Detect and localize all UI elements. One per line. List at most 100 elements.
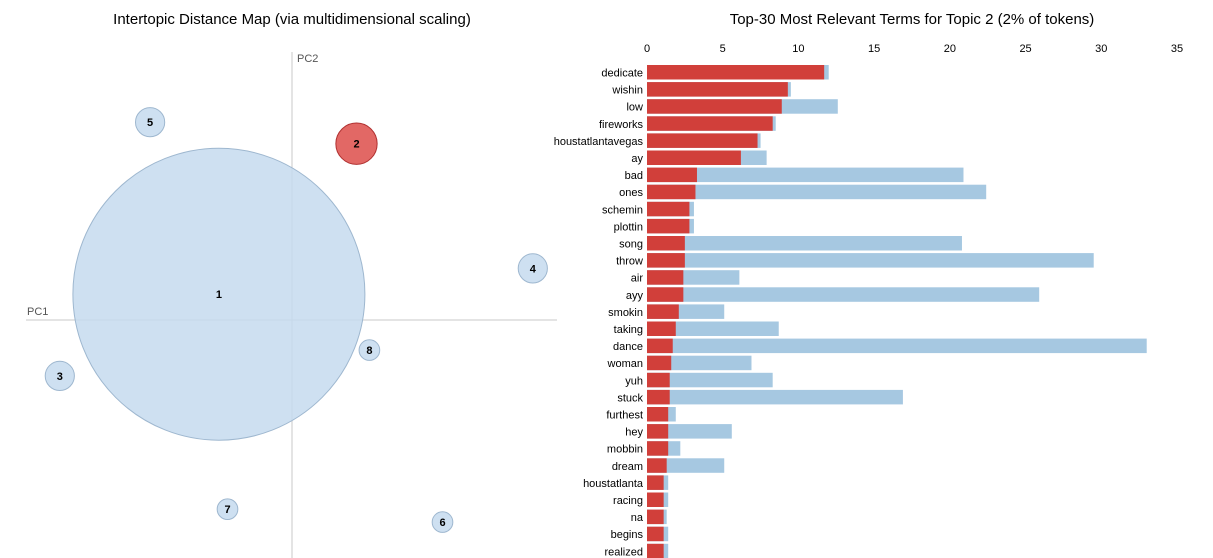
x-axis-ticks: 0 5 10 15 20 25 30 35 <box>644 43 1183 55</box>
x-tick-label: 25 <box>1019 43 1031 55</box>
topic-frequency-bar[interactable] <box>647 218 690 234</box>
term-label[interactable]: woman <box>607 358 643 370</box>
term-label[interactable]: wishin <box>611 85 643 97</box>
term-label[interactable]: stuck <box>617 392 643 404</box>
topic-frequency-bar[interactable] <box>647 338 673 354</box>
term-label[interactable]: houstatlanta <box>583 478 644 490</box>
topic-frequency-bar[interactable] <box>647 82 788 97</box>
pc2-axis-label: PC2 <box>297 53 318 65</box>
topic-frequency-bar[interactable] <box>647 253 685 268</box>
term-label[interactable]: low <box>626 102 643 114</box>
term-label[interactable]: plottin <box>614 221 643 233</box>
overall-frequency-bar[interactable] <box>647 184 987 200</box>
term-label[interactable]: na <box>631 512 644 524</box>
term-label[interactable]: throw <box>616 256 643 268</box>
term-label[interactable]: begins <box>611 529 644 541</box>
term-label[interactable]: dream <box>612 461 643 473</box>
topic-frequency-bar[interactable] <box>647 116 773 131</box>
x-tick-label: 10 <box>792 43 804 55</box>
term-label[interactable]: mobbin <box>607 444 643 456</box>
term-label[interactable]: dedicate <box>601 68 643 80</box>
overall-frequency-bar[interactable] <box>647 338 1147 354</box>
term-label[interactable]: racing <box>613 495 643 507</box>
term-label[interactable]: song <box>619 239 643 251</box>
topic-frequency-bar[interactable] <box>647 372 670 388</box>
topic-bubble-8[interactable] <box>358 339 381 361</box>
topic-bubble-7[interactable] <box>216 498 239 521</box>
overall-frequency-bar[interactable] <box>647 389 903 405</box>
x-tick-label: 30 <box>1095 43 1107 55</box>
x-tick-label: 5 <box>720 43 726 55</box>
overall-frequency-bar[interactable] <box>647 236 962 251</box>
topic-bubble-4[interactable] <box>517 253 548 284</box>
topic-frequency-bar[interactable] <box>647 150 741 166</box>
term-bars: dedicate wishin low fireworks houstatlantave… <box>554 65 1147 558</box>
term-label[interactable]: schemin <box>602 204 643 216</box>
x-tick-label: 0 <box>644 43 650 55</box>
topic-bubble-label-5: 5 <box>147 117 153 129</box>
term-label[interactable]: realized <box>604 546 643 558</box>
topic-frequency-bar[interactable] <box>647 99 782 114</box>
topic-frequency-bar[interactable] <box>647 441 669 456</box>
term-label[interactable]: smokin <box>608 307 643 319</box>
overall-frequency-bar[interactable] <box>647 287 1040 302</box>
term-label[interactable]: yuh <box>625 375 643 387</box>
topic-bubble-label-4: 4 <box>530 263 537 275</box>
topic-frequency-bar[interactable] <box>647 270 684 285</box>
overall-frequency-bar[interactable] <box>647 253 1094 268</box>
topic-frequency-bar[interactable] <box>647 236 685 251</box>
term-label[interactable]: taking <box>614 324 643 336</box>
topic-bubble-3[interactable] <box>44 360 75 391</box>
topic-bubble-2[interactable] <box>335 122 378 165</box>
term-label[interactable]: ay <box>631 153 643 165</box>
topic-frequency-bar[interactable] <box>647 475 664 490</box>
topic-frequency-bar[interactable] <box>647 167 697 183</box>
topic-bubble-label-7: 7 <box>224 504 230 516</box>
topic-frequency-bar[interactable] <box>647 355 672 371</box>
overall-frequency-bar[interactable] <box>647 372 773 388</box>
x-tick-label: 20 <box>944 43 956 55</box>
topic-bubbles: 1 2 3 4 5 6 7 8 <box>44 107 548 533</box>
pc1-axis-label: PC1 <box>27 306 48 318</box>
topic-frequency-bar[interactable] <box>647 184 696 200</box>
topic-frequency-bar[interactable] <box>647 304 679 319</box>
topic-frequency-bar[interactable] <box>647 526 664 542</box>
topic-frequency-bar[interactable] <box>647 492 664 508</box>
intertopic-distance-map: Intertopic Distance Map (via multidimens… <box>26 11 557 558</box>
term-label[interactable]: bad <box>625 170 643 182</box>
topic-bubble-label-8: 8 <box>366 345 372 357</box>
term-label[interactable]: fireworks <box>599 119 644 131</box>
topic-frequency-bar[interactable] <box>647 458 667 473</box>
topic-bubble-label-6: 6 <box>439 517 445 529</box>
topic-bubble-1[interactable] <box>72 147 366 441</box>
topic-frequency-bar[interactable] <box>647 407 669 422</box>
topic-bubble-5[interactable] <box>135 107 166 138</box>
overall-frequency-bar[interactable] <box>647 321 779 337</box>
topic-frequency-bar[interactable] <box>647 389 670 405</box>
topic-frequency-bar[interactable] <box>647 509 664 525</box>
term-label[interactable]: air <box>631 273 644 285</box>
topic-frequency-bar[interactable] <box>647 424 669 439</box>
overall-frequency-bar[interactable] <box>647 167 964 183</box>
topic-frequency-bar[interactable] <box>647 543 664 558</box>
topic-frequency-bar[interactable] <box>647 201 690 217</box>
topic-bubble-label-2: 2 <box>353 139 359 151</box>
term-label[interactable]: dance <box>613 341 643 353</box>
topic-bubble-label-3: 3 <box>57 371 63 383</box>
bar-chart-title: Top-30 Most Relevant Terms for Topic 2 (… <box>730 11 1095 28</box>
term-label[interactable]: hey <box>625 427 643 439</box>
topic-bubble-6[interactable] <box>431 511 454 533</box>
topic-frequency-bar[interactable] <box>647 65 825 80</box>
topic-frequency-bar[interactable] <box>647 321 676 337</box>
term-label[interactable]: ones <box>619 187 643 199</box>
x-tick-label: 15 <box>868 43 880 55</box>
term-label[interactable]: furthest <box>606 410 643 422</box>
overall-frequency-bar[interactable] <box>647 355 752 371</box>
topic-frequency-bar[interactable] <box>647 287 684 302</box>
topic-bubble-label-1: 1 <box>216 289 222 301</box>
term-label[interactable]: houstatlantavegas <box>554 136 644 148</box>
x-tick-label: 35 <box>1171 43 1183 55</box>
topic-frequency-bar[interactable] <box>647 133 758 148</box>
term-label[interactable]: ayy <box>626 290 644 302</box>
